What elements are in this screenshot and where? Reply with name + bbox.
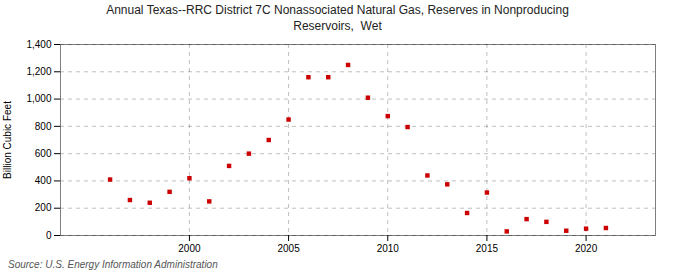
- html-text:Annual Texas--RRC District 7C: Annual Texas--RRC District 7C Nonassocia…: [106, 3, 569, 33]
- svg-text:1,200: 1,200: [26, 66, 51, 77]
- svg-text:2020: 2020: [575, 243, 598, 254]
- svg-text:2010: 2010: [377, 243, 400, 254]
- svg-text:1,000: 1,000: [26, 93, 51, 104]
- svg-text:Billion Cubic Feet: Billion Cubic Feet: [2, 101, 13, 179]
- svg-text:1,400: 1,400: [26, 39, 51, 50]
- svg-text:0: 0: [46, 230, 52, 241]
- svg-text:600: 600: [35, 148, 52, 159]
- svg-text:400: 400: [35, 175, 52, 186]
- svg-text:200: 200: [35, 203, 52, 214]
- svg-text:2015: 2015: [476, 243, 499, 254]
- svg-text:800: 800: [35, 121, 52, 132]
- svg-text:2000: 2000: [178, 243, 201, 254]
- html-text:Source: U.S. Energy Informatio: Source: U.S. Energy Information Administ…: [8, 259, 218, 271]
- svg-text:2005: 2005: [277, 243, 300, 254]
